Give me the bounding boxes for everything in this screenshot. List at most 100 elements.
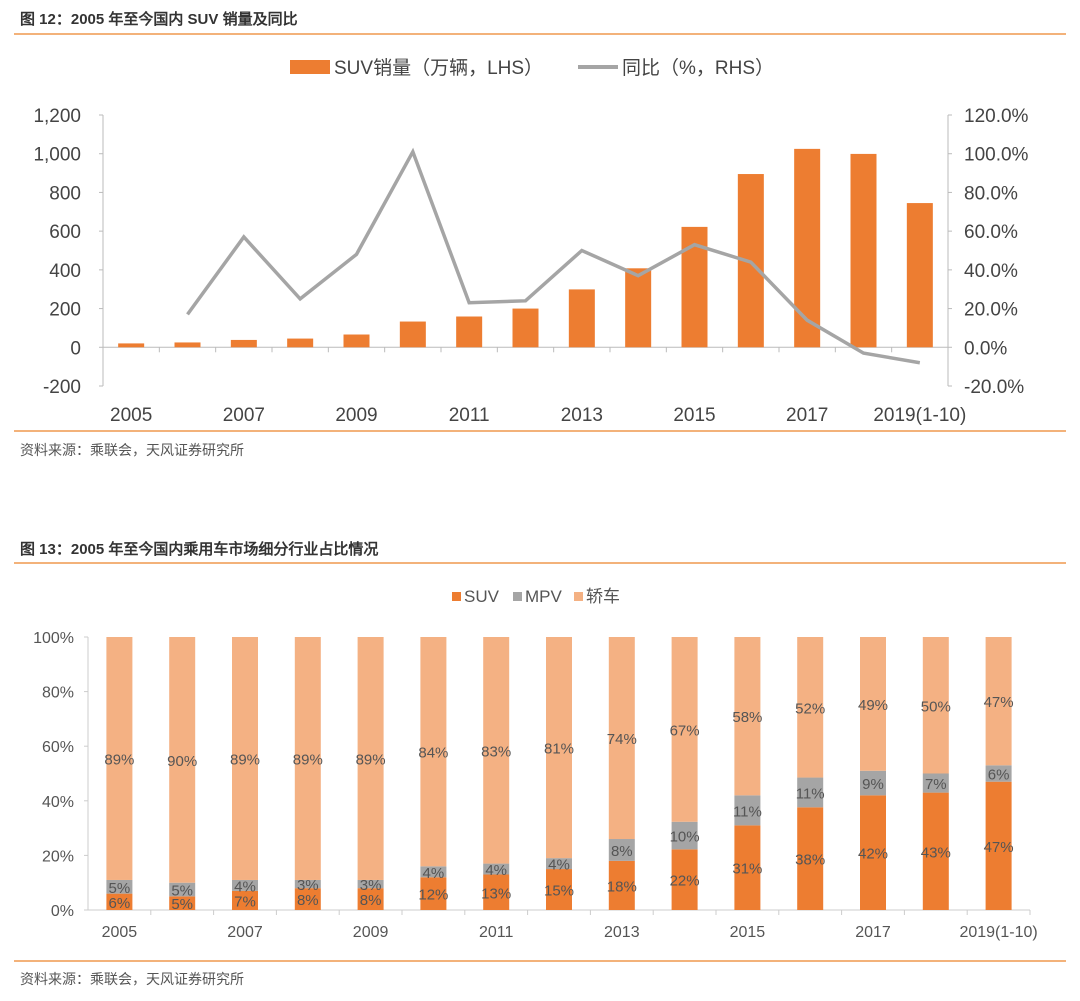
bar-segment-SUV-2015 <box>734 825 761 910</box>
legend-swatch-MPV <box>513 592 522 601</box>
bar-segment-MPV-2011 <box>483 863 510 875</box>
data-label: 89% <box>356 751 386 768</box>
bar-segment-轿车-2009 <box>357 637 384 880</box>
bar-segment-SUV-2005 <box>106 893 133 910</box>
data-label: 22% <box>670 873 700 890</box>
data-label: 11% <box>733 803 762 820</box>
bar-segment-SUV-2014 <box>671 849 698 910</box>
bar-segment-MPV-2012 <box>546 858 572 870</box>
legend-swatch-bar <box>290 60 330 74</box>
data-label: 5% <box>109 880 131 897</box>
x-tick-label: 2007 <box>227 924 263 941</box>
figure1-source: 资料来源：乘联会，天风证券研究所 <box>20 442 244 458</box>
bar-segment-MPV-2008 <box>294 879 321 889</box>
bar-segment-轿车-2005 <box>106 637 133 880</box>
left-tick-label: 800 <box>49 183 81 204</box>
x-tick-label: 2015 <box>673 405 715 426</box>
x-tick-label: 2015 <box>730 924 766 941</box>
data-label: 58% <box>732 709 762 726</box>
data-label: 6% <box>988 767 1010 784</box>
bar-segment-轿车-2018 <box>922 637 949 774</box>
bar-segment-MPV-2009 <box>357 879 384 889</box>
data-label: 67% <box>670 722 700 739</box>
divider <box>14 562 1066 564</box>
bar-2018 <box>850 153 877 348</box>
bar-segment-轿车-2006 <box>169 637 196 883</box>
data-label: 90% <box>167 753 197 770</box>
left-tick-label: 0 <box>70 338 81 359</box>
data-label: 9% <box>862 776 884 793</box>
yoy-line <box>186 147 921 365</box>
left-tick-label: 600 <box>49 222 81 243</box>
bar-segment-SUV-2010 <box>420 877 447 910</box>
bar-segment-MPV-2007 <box>232 879 258 891</box>
data-label: 31% <box>732 861 762 878</box>
x-tick-label: 2005 <box>102 924 138 941</box>
bar-2011 <box>456 316 483 348</box>
data-label: 3% <box>297 877 319 894</box>
data-label: 47% <box>984 839 1014 856</box>
data-label: 15% <box>544 883 574 900</box>
data-label: 11% <box>796 785 825 802</box>
bar-2008 <box>287 338 314 348</box>
y-tick-label: 60% <box>42 739 74 756</box>
right-tick-label: 40.0% <box>964 261 1018 282</box>
data-label: 84% <box>418 745 448 762</box>
bar-segment-轿车-2011 <box>483 637 510 864</box>
data-label: 3% <box>360 877 382 894</box>
bar-segment-轿车-2014 <box>671 637 698 822</box>
legend-label-SUV: SUV <box>464 587 500 606</box>
legend-swatch-轿车 <box>574 592 583 601</box>
data-label: 43% <box>921 844 951 861</box>
data-label: 18% <box>607 878 637 895</box>
figure2-source: 资料来源：乘联会，天风证券研究所 <box>20 971 244 987</box>
legend-label-MPV: MPV <box>525 587 563 606</box>
data-label: 89% <box>104 751 134 768</box>
bar-segment-SUV-2019(1-10) <box>985 781 1012 910</box>
bar-2019(1-10) <box>906 203 933 348</box>
data-label: 74% <box>607 731 637 748</box>
data-label: 7% <box>925 776 947 793</box>
data-label: 83% <box>481 743 511 760</box>
left-tick-label: 400 <box>49 261 81 282</box>
bar-2009 <box>343 334 370 348</box>
divider <box>14 430 1066 432</box>
right-tick-label: 20.0% <box>964 300 1018 321</box>
x-tick-label: 2019(1-10) <box>873 405 966 426</box>
bar-segment-MPV-2013 <box>608 839 635 861</box>
divider <box>14 33 1066 35</box>
bar-segment-轿车-2007 <box>232 637 258 880</box>
y-tick-label: 40% <box>42 794 74 811</box>
data-label: 10% <box>670 829 700 846</box>
bar-segment-SUV-2012 <box>546 869 572 910</box>
data-label: 8% <box>360 892 382 909</box>
bar-segment-MPV-2014 <box>671 821 698 850</box>
bar-segment-SUV-2007 <box>232 890 258 910</box>
data-label: 4% <box>548 857 570 874</box>
data-label: 49% <box>858 697 888 714</box>
bar-2010 <box>399 321 426 348</box>
bar-segment-MPV-2005 <box>106 879 133 894</box>
bar-segment-MPV-2019(1-10) <box>985 765 1012 782</box>
figure2-title: 图 13：2005 年至今国内乘用车市场细分行业占比情况 <box>20 541 379 558</box>
data-label: 6% <box>109 895 131 912</box>
data-label: 52% <box>795 700 825 717</box>
data-label: 12% <box>418 887 448 904</box>
data-label: 13% <box>481 885 511 902</box>
data-label: 5% <box>171 896 193 913</box>
bar-segment-MPV-2018 <box>922 773 949 793</box>
bar-2006 <box>174 342 201 348</box>
bar-segment-SUV-2013 <box>608 860 635 910</box>
data-label: 50% <box>921 698 951 715</box>
segment-share-chart: SUV MPV 轿车0%20%40%60%80%100%6%5%89%5%5%90%… <box>33 587 1038 941</box>
bar-segment-轿车-2015 <box>734 637 761 796</box>
data-label: 89% <box>293 751 323 768</box>
bar-segment-SUV-2006 <box>169 896 196 910</box>
data-label: 4% <box>423 865 445 882</box>
bar-segment-SUV-2018 <box>922 792 949 910</box>
data-label: 8% <box>297 892 319 909</box>
left-tick-label: 200 <box>49 300 81 321</box>
legend-label-轿车: 轿车 <box>586 587 620 606</box>
legend-swatch-SUV <box>452 592 461 601</box>
right-tick-label: 60.0% <box>964 222 1018 243</box>
